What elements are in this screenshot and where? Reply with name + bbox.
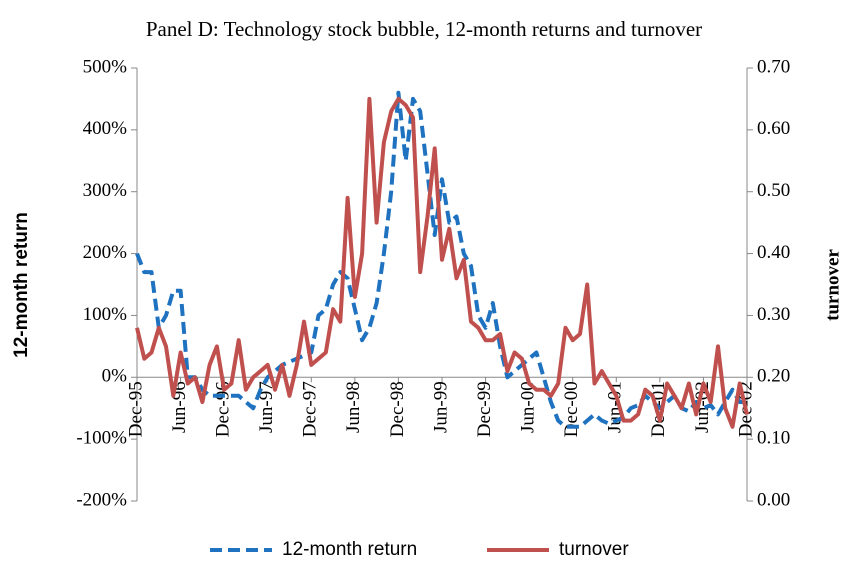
y2-tick-label: 0.10: [757, 428, 790, 449]
y2-axis-title: turnover: [822, 249, 843, 321]
x-tick-label: Jun-97: [256, 381, 277, 433]
y-tick-label: 300%: [83, 180, 128, 201]
y2-tick-label: 0.40: [757, 242, 790, 263]
legend-label: 12-month return: [282, 539, 417, 560]
x-tick-label: Dec-95: [125, 381, 146, 437]
y-tick-label: -100%: [76, 428, 127, 449]
series-line: [135, 96, 749, 429]
x-tick-label: Jun-01: [605, 381, 626, 433]
x-tick-label: Dec-97: [300, 381, 321, 437]
chart-title: Panel D: Technology stock bubble, 12-mon…: [146, 17, 702, 41]
y2-tick-label: 0.30: [757, 304, 790, 325]
y-tick-label: 400%: [83, 118, 128, 139]
y-tick-label: 200%: [83, 242, 128, 263]
y-tick-label: 500%: [83, 56, 128, 77]
y2-tick-label: 0.50: [757, 180, 790, 201]
x-tick-label: Dec-98: [387, 381, 408, 437]
legend-label: turnover: [559, 539, 629, 560]
x-tick-label: Jun-98: [343, 381, 364, 433]
y-tick-label: 0%: [102, 366, 128, 387]
y2-tick-label: 0.70: [757, 56, 790, 77]
y-tick-label: -200%: [76, 489, 127, 510]
y2-tick-label: 0.00: [757, 489, 790, 510]
y-tick-label: 100%: [83, 304, 128, 325]
x-tick-label: Jun-00: [518, 381, 539, 433]
x-tick-label: Dec-00: [561, 381, 582, 437]
y2-tick-label: 0.20: [757, 366, 790, 387]
x-tick-label: Dec-99: [474, 381, 495, 437]
x-tick-label: Jun-99: [430, 381, 451, 433]
y2-tick-label: 0.60: [757, 118, 790, 139]
y-axis-title: 12-month return: [11, 212, 32, 358]
